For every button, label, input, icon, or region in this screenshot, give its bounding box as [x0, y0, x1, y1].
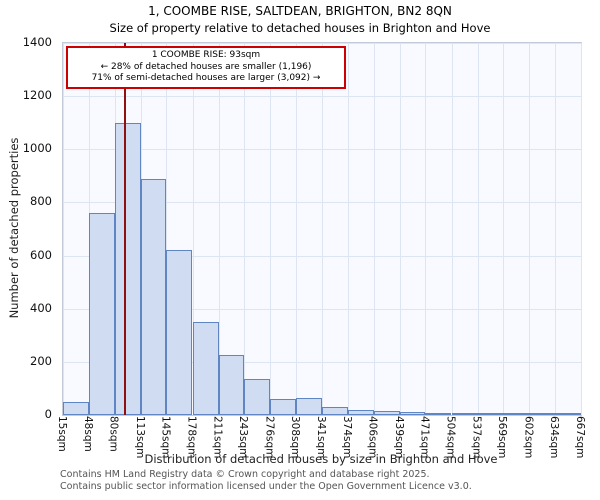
gridline-vertical	[503, 43, 505, 415]
x-tick-label: 308sqm	[288, 416, 301, 459]
histogram-bar	[554, 412, 581, 415]
x-tick-label: 48sqm	[82, 416, 95, 452]
histogram-bar	[192, 322, 219, 415]
gridline-horizontal	[63, 255, 581, 257]
footer-line-1: Contains HM Land Registry data © Crown c…	[60, 469, 430, 480]
gridline-horizontal	[63, 202, 581, 204]
histogram-bar	[140, 178, 167, 415]
y-tick-labels: 0 200 400 600 800 1000 1200 1400	[0, 35, 56, 421]
histogram-bar	[399, 412, 426, 415]
annotation-line-1: 1 COOMBE RISE: 93sqm	[151, 50, 261, 60]
gridline-vertical	[554, 43, 556, 415]
histogram-bar	[373, 411, 400, 415]
histogram-bar	[295, 397, 322, 415]
y-tick-label: 200	[30, 353, 52, 368]
gridline-horizontal	[63, 149, 581, 151]
x-tick-label: 113sqm	[133, 416, 146, 459]
gridline-horizontal	[63, 361, 581, 363]
histogram-bar	[244, 379, 271, 415]
x-tick-label: 537sqm	[470, 416, 483, 459]
y-tick-label: 0	[44, 407, 52, 421]
gridline-vertical	[451, 43, 453, 415]
gridline-vertical	[295, 43, 297, 415]
x-tick-label: 15sqm	[56, 416, 68, 452]
property-annotation-box: 1 COOMBE RISE: 93sqm ← 28% of detached h…	[66, 46, 346, 90]
y-tick-label: 400	[30, 300, 52, 315]
annotation-line-3: 71% of semi-detached houses are larger (…	[91, 73, 321, 84]
x-tick-label: 374sqm	[341, 416, 354, 459]
x-tick-label: 80sqm	[107, 416, 120, 452]
x-tick-label: 504sqm	[444, 416, 457, 459]
histogram-bar	[425, 413, 452, 415]
histogram-bar	[503, 413, 530, 415]
gridline-vertical	[218, 43, 220, 415]
gridline-vertical	[348, 43, 350, 415]
gridline-vertical	[425, 43, 427, 415]
gridline-vertical	[581, 43, 582, 415]
gridline-vertical	[270, 43, 272, 415]
y-tick-label: 1000	[22, 141, 52, 156]
y-tick-label: 1400	[22, 35, 52, 49]
x-tick-label: 602sqm	[522, 416, 535, 459]
plot-area	[62, 42, 582, 416]
gridline-vertical	[192, 43, 194, 415]
x-tick-label: 406sqm	[366, 416, 379, 459]
histogram-bar	[166, 250, 193, 415]
histogram-bar	[529, 413, 555, 415]
x-tick-label: 211sqm	[211, 416, 224, 459]
gridline-vertical	[477, 43, 479, 415]
gridline-vertical	[373, 43, 375, 415]
histogram-bar	[89, 213, 115, 415]
gridline-vertical	[399, 43, 401, 415]
histogram-bar	[322, 407, 349, 415]
chart-subtitle: Size of property relative to detached ho…	[109, 21, 491, 35]
gridline-horizontal	[63, 308, 581, 310]
x-tick-label: 243sqm	[237, 416, 250, 459]
x-tick-label: 178sqm	[185, 416, 198, 459]
histogram-bar	[270, 399, 296, 415]
y-tick-label: 1200	[22, 88, 52, 103]
histogram-bar	[114, 122, 141, 415]
annotation-line-2: ← 28% of detached houses are smaller (1,…	[100, 61, 312, 72]
x-tick-label: 667sqm	[574, 416, 586, 459]
x-tick-label: 145sqm	[159, 416, 172, 459]
gridline-vertical	[166, 43, 168, 415]
histogram-bar	[451, 413, 478, 415]
x-tick-label: 439sqm	[392, 416, 405, 459]
histogram-bar	[218, 355, 245, 415]
x-tick-label: 471sqm	[418, 416, 431, 459]
gridline-vertical	[529, 43, 531, 415]
chart-title: 1, COOMBE RISE, SALTDEAN, BRIGHTON, BN2 …	[148, 4, 452, 18]
gridline-vertical	[322, 43, 323, 415]
gridline-horizontal	[63, 96, 581, 98]
x-axis-label: Distribution of detached houses by size …	[144, 452, 498, 466]
property-size-marker-line	[123, 43, 126, 415]
x-tick-label: 569sqm	[496, 416, 509, 459]
histogram-bar	[348, 409, 374, 415]
footer-line-2: Contains public sector information licen…	[60, 480, 472, 492]
x-tick-label: 276sqm	[263, 416, 276, 459]
gridline-vertical	[63, 43, 64, 415]
histogram-bar	[477, 413, 504, 415]
x-tick-label: 341sqm	[315, 416, 327, 459]
histogram-bar	[63, 401, 90, 415]
gridline-vertical	[244, 43, 246, 415]
x-tick-labels: 15sqm 48sqm 80sqm 113sqm 145sqm 178sqm 211sqm 2…	[56, 416, 586, 459]
x-tick-label: 634sqm	[547, 416, 560, 459]
y-tick-label: 800	[30, 194, 52, 209]
attribution-footer: Contains HM Land Registry data © Crown c…	[60, 469, 472, 493]
y-tick-label: 600	[30, 247, 52, 262]
gridline-horizontal	[63, 43, 581, 44]
